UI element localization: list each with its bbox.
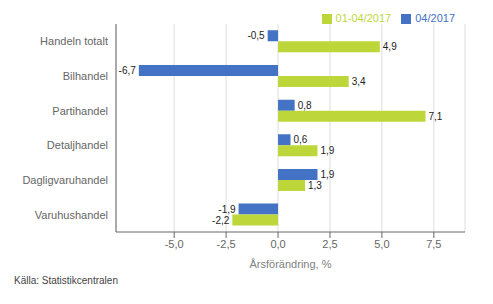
svg-text:7,5: 7,5 (426, 238, 441, 250)
svg-text:Handeln totalt: Handeln totalt (40, 35, 108, 47)
svg-text:Varuhushandel: Varuhushandel (35, 209, 108, 221)
svg-text:Dagligvaruhandel: Dagligvaruhandel (22, 174, 108, 186)
svg-text:4,9: 4,9 (383, 41, 397, 52)
svg-text:-6,7: -6,7 (119, 65, 137, 76)
svg-text:Årsförändring, %: Årsförändring, % (250, 258, 332, 270)
svg-text:-2,2: -2,2 (212, 215, 230, 226)
svg-text:0,6: 0,6 (294, 134, 308, 145)
svg-text:2,5: 2,5 (322, 238, 337, 250)
svg-text:-2,5: -2,5 (217, 238, 236, 250)
svg-text:7,1: 7,1 (429, 111, 443, 122)
svg-text:1,3: 1,3 (308, 180, 322, 191)
svg-text:-5,0: -5,0 (165, 238, 184, 250)
svg-text:0,0: 0,0 (270, 238, 285, 250)
svg-text:3,4: 3,4 (352, 76, 366, 87)
svg-text:1,9: 1,9 (321, 145, 335, 156)
svg-text:0,8: 0,8 (298, 100, 312, 111)
svg-text:-0,5: -0,5 (247, 30, 265, 41)
html-text:Källa: Statistikcentralen: Källa: Statistikcentralen (14, 275, 118, 286)
svg-text:Detaljhandel: Detaljhandel (47, 139, 108, 151)
html-text:04/2017: 04/2017 (415, 12, 455, 24)
svg-text:Partihandel: Partihandel (52, 105, 108, 117)
svg-text:5,0: 5,0 (374, 238, 389, 250)
svg-text:-1,9: -1,9 (218, 204, 236, 215)
svg-text:Bilhandel: Bilhandel (63, 70, 108, 82)
svg-text:1,9: 1,9 (321, 169, 335, 180)
html-text:01-04/2017: 01-04/2017 (335, 12, 392, 24)
